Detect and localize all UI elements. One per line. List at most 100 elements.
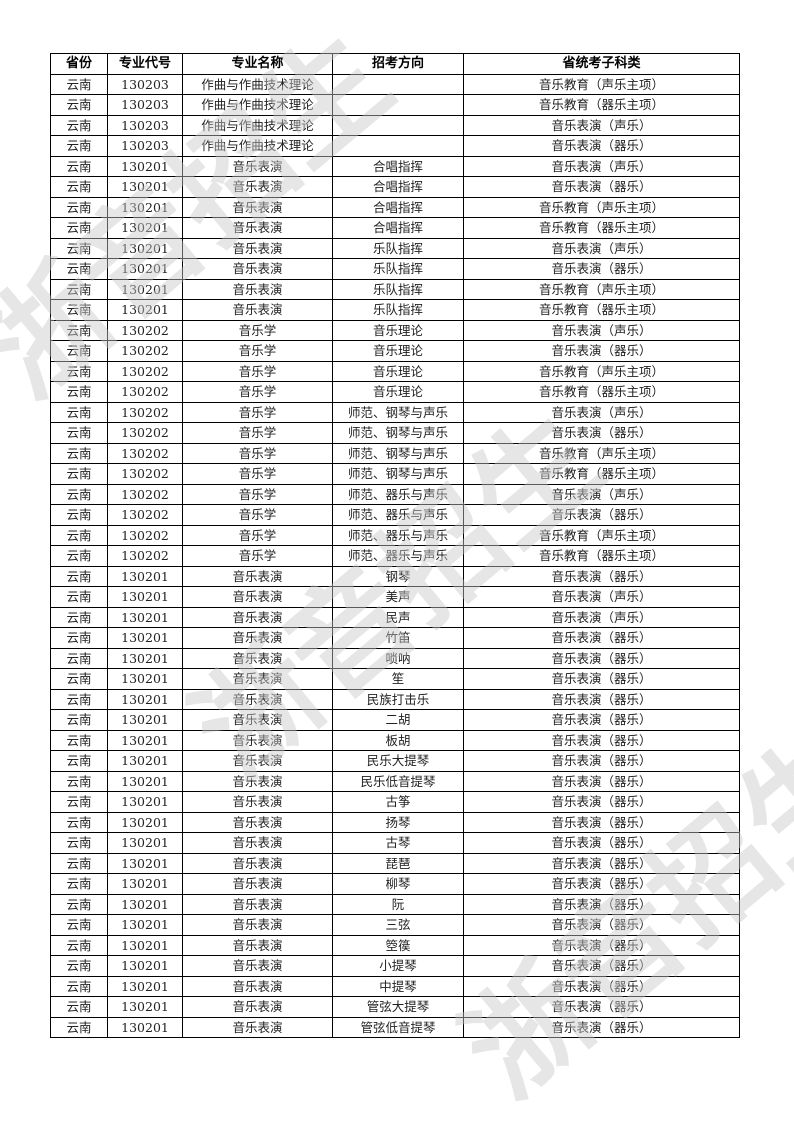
cell-major-name: 音乐表演 [182,1016,333,1038]
cell-exam-category: 音乐教育（声乐主项） [463,442,740,464]
cell-exam-category: 音乐表演（器乐） [463,770,740,792]
table-row: 云南 130201 音乐表演 民乐低音提琴 音乐表演（器乐） [50,770,740,792]
table-row: 云南 130201 音乐表演 民族打击乐 音乐表演（器乐） [50,688,740,710]
cell-exam-category: 音乐表演（器乐） [463,914,740,936]
cell-major-code: 130201 [107,709,183,731]
cell-major-name: 音乐表演 [182,606,333,628]
header-major-code: 专业代号 [107,53,183,75]
cell-province: 云南 [50,709,108,731]
cell-province: 云南 [50,914,108,936]
cell-major-code: 130201 [107,196,183,218]
cell-major-code: 130201 [107,176,183,198]
table-body: 云南 130203 作曲与作曲技术理论 音乐教育（声乐主项） 云南 130203 作曲与作曲… [50,73,740,1038]
cell-direction: 板胡 [332,729,464,751]
cell-major-code: 130202 [107,504,183,526]
cell-direction [332,114,464,136]
cell-major-code: 130201 [107,299,183,321]
cell-major-name: 音乐表演 [182,873,333,895]
cell-province: 云南 [50,873,108,895]
cell-direction: 音乐理论 [332,340,464,362]
cell-major-name: 音乐学 [182,401,333,423]
cell-major-name: 音乐学 [182,422,333,444]
cell-province: 云南 [50,545,108,567]
cell-direction: 师范、器乐与声乐 [332,524,464,546]
cell-direction: 师范、器乐与声乐 [332,504,464,526]
cell-major-code: 130202 [107,422,183,444]
cell-direction: 民乐大提琴 [332,750,464,772]
cell-exam-category: 音乐表演（器乐） [463,832,740,854]
admissions-table: 省份 专业代号 专业名称 招考方向 省统考子科类 云南 130203 作曲与作曲技术… [50,53,740,1038]
cell-province: 云南 [50,155,108,177]
cell-province: 云南 [50,832,108,854]
table-row: 云南 130201 音乐表演 二胡 音乐表演（器乐） [50,709,740,731]
cell-province: 云南 [50,381,108,403]
table-row: 云南 130203 作曲与作曲技术理论 音乐表演（器乐） [50,135,740,157]
table-row: 云南 130201 音乐表演 管弦大提琴 音乐表演（器乐） [50,996,740,1018]
cell-major-name: 音乐表演 [182,647,333,669]
cell-exam-category: 音乐表演（器乐） [463,1016,740,1038]
cell-direction [332,94,464,116]
cell-major-name: 音乐表演 [182,258,333,280]
cell-major-name: 音乐表演 [182,237,333,259]
cell-major-code: 130201 [107,729,183,751]
cell-direction: 柳琴 [332,873,464,895]
table-row: 云南 130201 音乐表演 美声 音乐表演（声乐） [50,586,740,608]
cell-major-name: 音乐表演 [182,811,333,833]
cell-direction: 二胡 [332,709,464,731]
cell-major-code: 130201 [107,565,183,587]
table-row: 云南 130201 音乐表演 乐队指挥 音乐表演（声乐） [50,237,740,259]
cell-exam-category: 音乐表演（器乐） [463,504,740,526]
table-row: 云南 130201 音乐表演 管弦低音提琴 音乐表演（器乐） [50,1016,740,1038]
cell-province: 云南 [50,442,108,464]
cell-major-code: 130201 [107,750,183,772]
cell-major-code: 130202 [107,524,183,546]
cell-major-name: 音乐学 [182,319,333,341]
table-row: 云南 130201 音乐表演 小提琴 音乐表演（器乐） [50,955,740,977]
cell-exam-category: 音乐教育（器乐主项） [463,381,740,403]
table-row: 云南 130201 音乐表演 中提琴 音乐表演（器乐） [50,975,740,997]
cell-province: 云南 [50,483,108,505]
cell-major-code: 130201 [107,791,183,813]
cell-direction: 古琴 [332,832,464,854]
table-row: 云南 130202 音乐学 师范、钢琴与声乐 音乐教育（器乐主项） [50,463,740,485]
cell-major-code: 130201 [107,668,183,690]
cell-major-name: 作曲与作曲技术理论 [182,114,333,136]
cell-major-name: 音乐表演 [182,729,333,751]
cell-province: 云南 [50,606,108,628]
table-row: 云南 130201 音乐表演 扬琴 音乐表演（器乐） [50,811,740,833]
cell-province: 云南 [50,975,108,997]
cell-province: 云南 [50,463,108,485]
cell-major-name: 音乐表演 [182,975,333,997]
header-direction: 招考方向 [332,53,464,75]
cell-major-code: 130202 [107,360,183,382]
cell-direction: 师范、钢琴与声乐 [332,463,464,485]
cell-exam-category: 音乐教育（声乐主项） [463,360,740,382]
table-row: 云南 130201 音乐表演 合唱指挥 音乐表演（器乐） [50,176,740,198]
cell-province: 云南 [50,217,108,239]
cell-major-code: 130202 [107,463,183,485]
cell-province: 云南 [50,176,108,198]
cell-exam-category: 音乐表演（声乐） [463,319,740,341]
cell-major-name: 音乐学 [182,463,333,485]
table-row: 云南 130202 音乐学 师范、器乐与声乐 音乐表演（器乐） [50,504,740,526]
cell-major-code: 130201 [107,237,183,259]
cell-exam-category: 音乐表演（声乐） [463,401,740,423]
cell-province: 云南 [50,1016,108,1038]
table-row: 云南 130202 音乐学 音乐理论 音乐表演（器乐） [50,340,740,362]
cell-direction: 乐队指挥 [332,278,464,300]
cell-province: 云南 [50,565,108,587]
cell-province: 云南 [50,401,108,423]
table-header-row: 省份 专业代号 专业名称 招考方向 省统考子科类 [50,53,740,75]
cell-major-name: 音乐表演 [182,914,333,936]
table-row: 云南 130203 作曲与作曲技术理论 音乐教育（器乐主项） [50,94,740,116]
cell-major-code: 130201 [107,586,183,608]
cell-province: 云南 [50,278,108,300]
cell-province: 云南 [50,955,108,977]
cell-direction: 师范、钢琴与声乐 [332,401,464,423]
cell-direction: 唢呐 [332,647,464,669]
cell-direction: 乐队指挥 [332,258,464,280]
cell-direction: 中提琴 [332,975,464,997]
cell-direction: 民乐低音提琴 [332,770,464,792]
cell-exam-category: 音乐表演（器乐） [463,340,740,362]
table-row: 云南 130201 音乐表演 民声 音乐表演（声乐） [50,606,740,628]
